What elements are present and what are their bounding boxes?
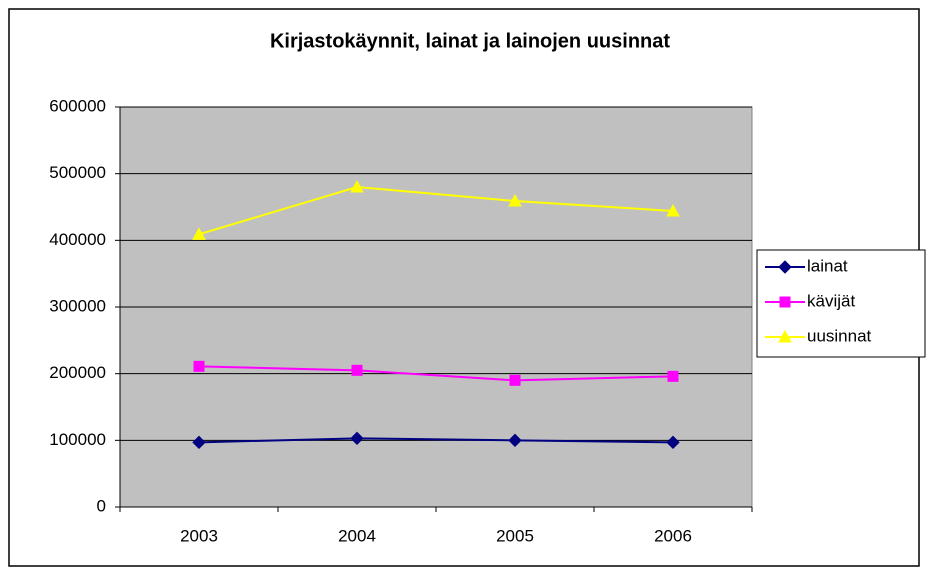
legend-label: lainat <box>807 256 848 275</box>
y-tick-label: 400000 <box>49 230 106 249</box>
x-tick-label: 2004 <box>338 526 376 545</box>
legend-marker <box>778 260 792 274</box>
x-tick-label: 2003 <box>180 526 218 545</box>
series-marker <box>350 431 364 446</box>
series-marker <box>192 435 206 450</box>
series-marker <box>509 374 521 386</box>
series-marker <box>350 179 364 193</box>
series-marker <box>666 203 680 217</box>
series-line <box>198 185 674 236</box>
series-marker <box>508 193 522 207</box>
y-tick-label: 0 <box>97 496 106 515</box>
y-tick-label: 100000 <box>49 430 106 449</box>
series-marker <box>351 364 363 376</box>
x-tick-label: 2006 <box>654 526 692 545</box>
series-marker <box>508 433 522 448</box>
x-tick-label: 2005 <box>496 526 534 545</box>
series-marker <box>667 370 679 382</box>
series-marker <box>192 227 206 240</box>
legend-label: uusinnat <box>807 326 872 345</box>
series-line <box>198 437 674 444</box>
legend-marker <box>779 296 791 308</box>
series-marker <box>666 435 680 450</box>
series-marker <box>193 360 205 372</box>
y-tick-label: 200000 <box>49 363 106 382</box>
y-tick-label: 500000 <box>49 163 106 182</box>
legend-marker <box>778 329 792 343</box>
y-tick-label: 600000 <box>49 96 106 115</box>
legend-label: kävijät <box>807 291 855 310</box>
y-tick-label: 300000 <box>49 296 106 315</box>
chart-title: Kirjastokäynnit, lainat ja lainojen uusi… <box>270 30 670 52</box>
series-line <box>198 365 674 382</box>
